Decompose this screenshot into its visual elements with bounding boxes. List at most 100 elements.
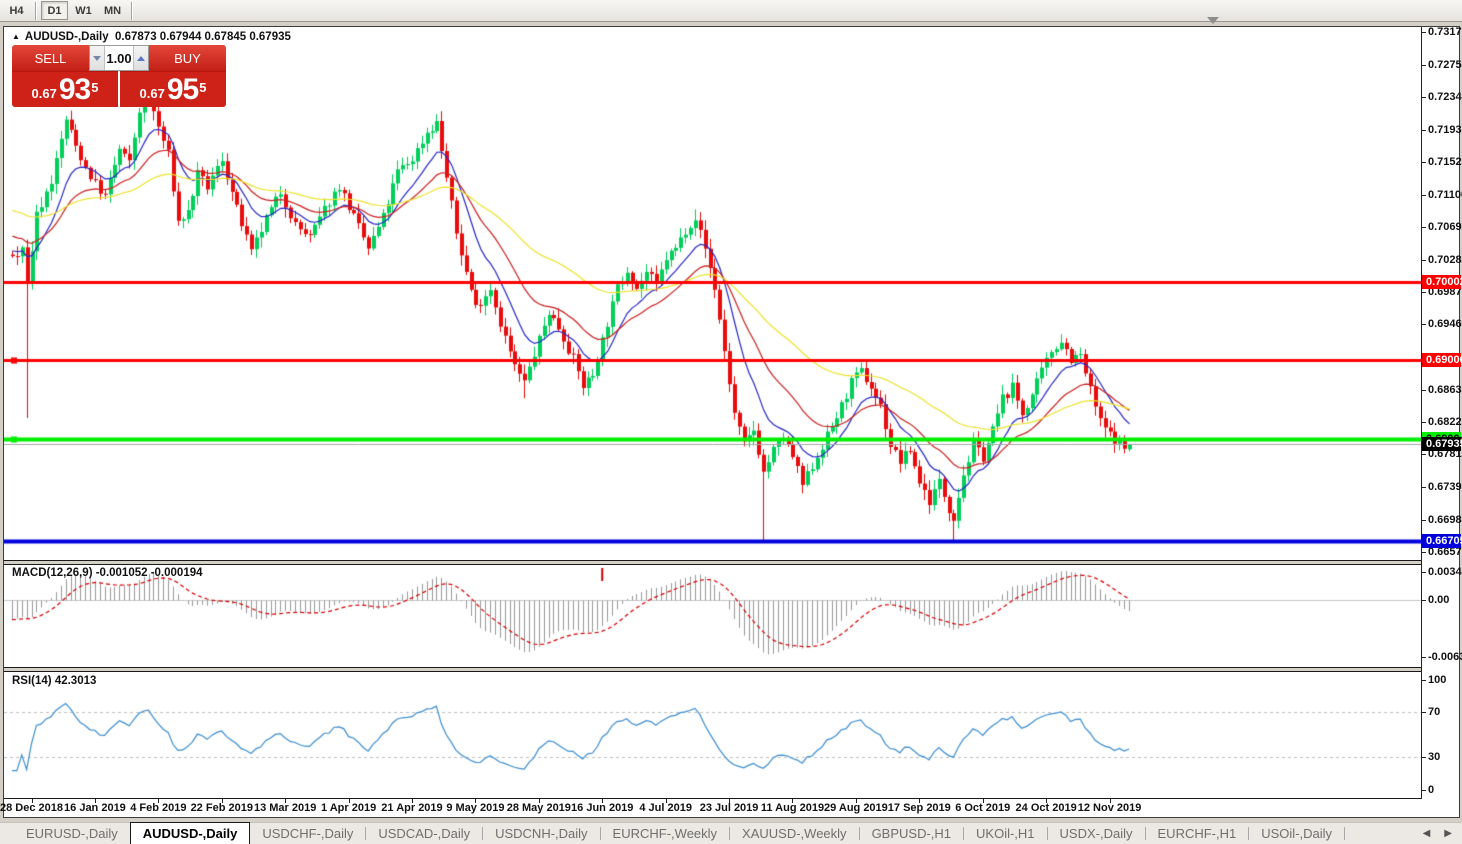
price-tick-mark xyxy=(1422,32,1426,33)
price-axis-separator xyxy=(1421,27,1422,799)
chart-tab-audusd[interactable]: AUDUSD-,Daily xyxy=(129,822,251,844)
date-tick-label: 4 Feb 2019 xyxy=(130,802,187,814)
chart-tab-eurusd[interactable]: EURUSD-,Daily xyxy=(26,826,118,841)
tabs-scroll-left-icon[interactable]: ◀ xyxy=(1422,828,1431,839)
rsi-scale-tick xyxy=(1422,757,1426,758)
date-tick-label: 17 Sep 2019 xyxy=(887,802,951,814)
pane-border xyxy=(4,798,1459,799)
price-tick-mark xyxy=(1422,324,1426,325)
sell-button[interactable]: SELL xyxy=(12,45,89,71)
triangle-up-icon xyxy=(137,55,145,61)
timeframe-button-mn[interactable]: MN xyxy=(104,4,122,17)
chart-tab-ukoil[interactable]: UKOil-,H1 xyxy=(976,826,1035,841)
pane-divider[interactable] xyxy=(4,667,1421,672)
date-tick-label: 13 Mar 2019 xyxy=(253,802,317,814)
date-tick-mark xyxy=(475,799,476,803)
date-tick-label: 22 Feb 2019 xyxy=(190,802,253,814)
tab-separator xyxy=(365,827,367,840)
level-price-badge: 0.69006 xyxy=(1422,353,1462,368)
rsi-scale-tick xyxy=(1422,680,1426,681)
tab-separator xyxy=(1248,827,1250,840)
tab-separator xyxy=(1344,827,1346,840)
date-tick-mark xyxy=(1046,799,1047,803)
date-tick-mark xyxy=(412,799,413,803)
price-tick-mark xyxy=(1422,454,1426,455)
tab-separator xyxy=(963,827,965,840)
chart-tab-gbpusd[interactable]: GBPUSD-,H1 xyxy=(871,826,952,841)
price-tick-mark xyxy=(1422,227,1426,228)
chart-tab-xauusd[interactable]: XAUUSD-,Weekly xyxy=(742,826,847,841)
toolbar-separator xyxy=(35,1,36,20)
chart-tab-usdx[interactable]: USDX-,Daily xyxy=(1059,826,1133,841)
collapse-panel-icon[interactable]: ▲ xyxy=(12,32,20,41)
date-tick-label: 12 Nov 2019 xyxy=(1077,802,1142,814)
timeframe-toolbar: H4 D1 W1 MN xyxy=(0,0,1462,22)
macd-scale-tick xyxy=(1422,600,1426,601)
price-tick-mark xyxy=(1422,97,1426,98)
macd-scale-label: -0.00637 xyxy=(1428,650,1462,663)
date-tick-mark xyxy=(158,799,159,803)
ask-price-main: 95 xyxy=(166,73,199,106)
timeframe-button-d1[interactable]: D1 xyxy=(41,1,68,20)
triangle-down-icon xyxy=(93,55,101,61)
chart-symbol-label: AUDUSD-,Daily xyxy=(24,31,109,43)
date-tick-label: 1 Apr 2019 xyxy=(320,802,377,814)
bid-price-display[interactable]: 0.67 93 5 xyxy=(12,71,118,107)
price-tick-mark xyxy=(1422,162,1426,163)
rsi-indicator-canvas[interactable] xyxy=(4,673,1421,798)
date-tick-mark xyxy=(349,799,350,803)
price-chart-canvas[interactable] xyxy=(4,27,1421,560)
price-tick-mark xyxy=(1422,487,1426,488)
date-tick-label: 28 Dec 2018 xyxy=(0,802,63,814)
chart-tab-eurchf[interactable]: EURCHF-,H1 xyxy=(1157,826,1237,841)
buy-button[interactable]: BUY xyxy=(149,45,226,71)
toolbar-separator xyxy=(131,1,133,20)
ask-price-prefix: 0.67 xyxy=(139,86,165,101)
price-tick-mark xyxy=(1422,130,1426,131)
chart-tab-usdchf[interactable]: USDCHF-,Daily xyxy=(262,826,354,841)
price-tick-mark xyxy=(1422,65,1426,66)
tab-separator xyxy=(1144,827,1146,840)
tab-separator xyxy=(729,827,731,840)
chart-tab-usdcnh[interactable]: USDCNH-,Daily xyxy=(495,826,588,841)
volume-spinner xyxy=(89,45,149,71)
date-tick-label: 21 Apr 2019 xyxy=(381,802,443,814)
volume-input[interactable] xyxy=(105,46,133,70)
price-tick-mark xyxy=(1422,292,1426,293)
date-tick-mark xyxy=(539,799,540,803)
macd-scale-tick xyxy=(1422,572,1426,573)
macd-scale-label: 0.00 xyxy=(1428,594,1450,607)
chart-shift-marker[interactable] xyxy=(1207,17,1219,24)
tabs-scroll-right-icon[interactable]: ▶ xyxy=(1444,828,1452,839)
date-tick-mark xyxy=(32,799,33,803)
date-tick-mark xyxy=(792,799,793,803)
ask-price-pipette: 5 xyxy=(199,80,207,95)
timeframe-button-h4[interactable]: H4 xyxy=(9,4,24,17)
volume-increase-button[interactable] xyxy=(133,46,148,70)
chart-tab-eurchf[interactable]: EURCHF-,Weekly xyxy=(612,826,718,841)
date-axis[interactable]: 28 Dec 2018 16 Jan 2019 4 Feb 2019 22 Feb 2… xyxy=(0,799,1459,817)
tab-separator xyxy=(858,827,860,840)
pane-divider[interactable] xyxy=(4,560,1421,565)
macd-indicator-canvas[interactable] xyxy=(4,565,1421,667)
timeframe-button-w1[interactable]: W1 xyxy=(75,4,92,17)
volume-decrease-button[interactable] xyxy=(90,46,105,70)
chart-tab-usoil[interactable]: USOil-,Daily xyxy=(1261,826,1333,841)
date-tick-mark xyxy=(1110,799,1111,803)
macd-scale-label: 0.00349 xyxy=(1428,566,1462,578)
chart-tab-usdcad[interactable]: USDCAD-,Daily xyxy=(378,826,471,841)
ask-price-display[interactable]: 0.67 95 5 xyxy=(120,71,226,107)
date-tick-label: 16 Jan 2019 xyxy=(64,802,126,814)
